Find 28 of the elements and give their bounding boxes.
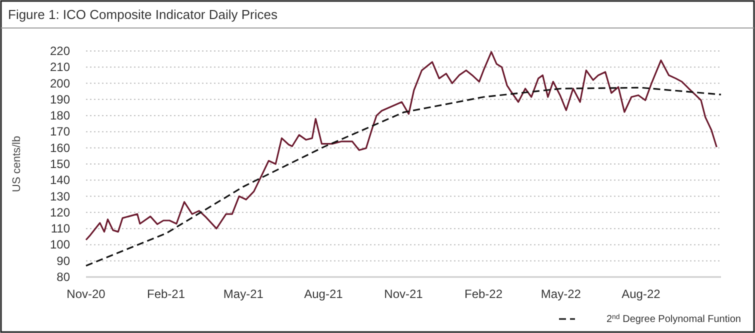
x-tick-label: Aug-21	[304, 287, 344, 301]
x-tick-label: Nov-20	[66, 287, 106, 301]
y-tick-label: 180	[50, 108, 70, 123]
y-tick-label: 190	[50, 92, 70, 106]
x-tick-label: May-22	[540, 287, 582, 301]
text: 2$^{nd}$ Degree Polynomal Funtion	[606, 312, 741, 325]
line-series	[85, 86, 722, 266]
y-tick-label: 80	[56, 270, 70, 284]
chart-title: Figure 1: ICO Composite Indicator Daily Prices	[8, 7, 278, 22]
x-tick-label: Aug-22	[622, 287, 661, 301]
y-tick-label: 90	[56, 254, 70, 268]
y-tick-label: 140	[50, 173, 70, 188]
y-tick-label: 160	[50, 140, 70, 155]
y-tick-label: 110	[50, 222, 70, 236]
y-tick-label: 200	[50, 76, 70, 90]
y-tick-label: 130	[50, 189, 70, 204]
x-tick-label: Nov-21	[384, 287, 424, 301]
y-tick-label: 220	[50, 44, 70, 58]
y-tick-label: 170	[50, 124, 70, 139]
y-tick-label: 120	[50, 205, 70, 220]
y-tick-label: 150	[50, 157, 70, 171]
y-axis-title: US cents/lb	[11, 136, 23, 192]
x-tick-label: Feb-21	[147, 287, 186, 301]
y-tick-label: 210	[50, 60, 70, 74]
line-series	[85, 51, 718, 241]
x-tick-label: May-21	[223, 287, 264, 301]
x-tick-label: Feb-22	[464, 287, 503, 301]
y-tick-label: 100	[50, 238, 70, 252]
